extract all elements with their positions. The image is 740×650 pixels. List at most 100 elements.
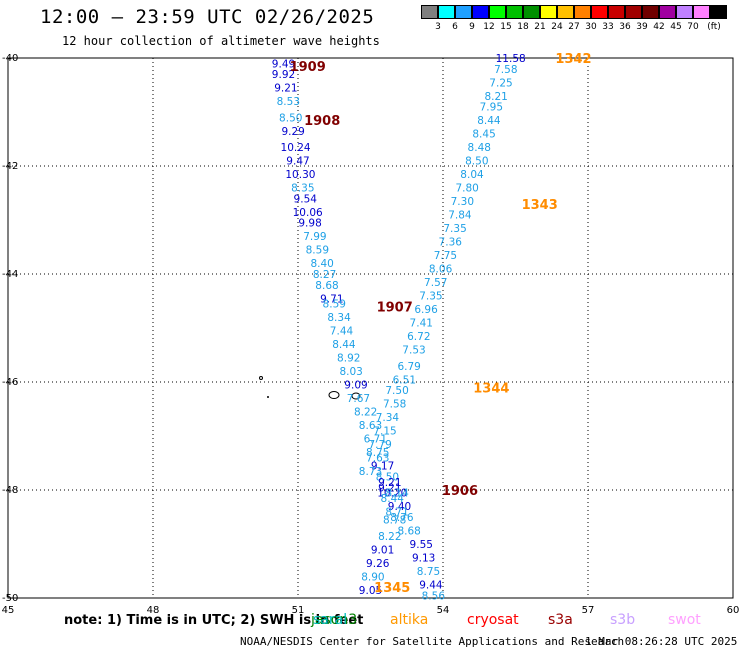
wave-height-point: 7.95 [480, 102, 503, 114]
note-text: note: 1) Time is in UTC; 2) SWH is in fe… [64, 613, 364, 628]
color-swatch [693, 5, 710, 19]
color-scale-tick: 21 [534, 22, 546, 32]
wave-height-point: 8.04 [460, 169, 484, 181]
legend-saral: saral [313, 612, 348, 628]
color-swatch [489, 5, 506, 19]
wave-height-point: 9.92 [272, 69, 295, 81]
wave-height-point: 8.50 [279, 112, 302, 124]
color-scale-tick: 9 [469, 22, 475, 32]
wave-height-point: 6.72 [407, 331, 430, 343]
wave-height-point: 9.17 [371, 461, 394, 473]
wave-height-point: 8.75 [417, 566, 440, 578]
wave-height-point: 7.63 [366, 453, 389, 465]
wave-height-point: 9.71 [320, 293, 343, 305]
wave-height-point: 9.54 [294, 193, 318, 205]
wave-height-point: 9.98 [298, 218, 321, 230]
wave-height-point: 7.67 [347, 393, 370, 405]
wave-height-point: 6.51 [393, 374, 416, 386]
color-swatch [506, 5, 523, 19]
wave-height-point: 8.45 [472, 129, 495, 141]
wave-height-point: 7.58 [383, 399, 406, 411]
wave-height-point: 7.79 [368, 439, 391, 451]
wave-height-point: 9.05 [359, 585, 382, 597]
wave-height-point: 6.96 [414, 304, 438, 316]
color-swatch [438, 5, 455, 19]
track-label: 1344 [473, 381, 509, 396]
y-tick-label: -42 [2, 161, 18, 172]
wave-height-point: 7.15 [373, 426, 396, 438]
wave-height-point: 8.48 [468, 142, 491, 154]
wave-height-point: 8.68 [315, 280, 338, 292]
plot-frame [7, 57, 734, 599]
wave-height-point: 7.30 [451, 196, 474, 208]
color-scale-tick: 45 [670, 22, 682, 32]
legend-swot: swot [668, 612, 701, 628]
wave-height-point: 9.44 [419, 580, 443, 592]
wave-height-point: 10.06 [293, 207, 323, 219]
y-tick-label: -46 [2, 377, 18, 388]
color-scale-tick: (ft) [707, 22, 721, 32]
wave-height-point: 9.21 [274, 83, 297, 95]
wave-height-point: 7.50 [385, 385, 408, 397]
wave-height-point: 9.01 [371, 544, 394, 556]
track-label: 1908 [304, 114, 340, 129]
color-swatch [608, 5, 625, 19]
wave-height-point: 8.22 [354, 407, 377, 419]
y-tick-label: -50 [2, 593, 18, 604]
wave-height-point: 9.40 [388, 501, 411, 513]
color-scale-tick: 36 [619, 22, 631, 32]
wave-height-point: 8.63 [359, 420, 382, 432]
x-tick-label: 51 [292, 605, 305, 616]
island-outline [267, 396, 269, 398]
chart-title: 12:00 – 23:59 UTC 02/26/2025 [40, 6, 375, 28]
wave-height-point: 8.73 [359, 466, 382, 478]
color-swatch [591, 5, 608, 19]
y-tick-label: -44 [2, 269, 18, 280]
wave-height-point: 9.09 [344, 380, 367, 392]
x-tick-label: 60 [727, 605, 740, 616]
wave-height-point: 7.41 [410, 318, 433, 330]
island-outline [328, 391, 340, 399]
legend-jason3: jason3 [311, 612, 358, 628]
wave-height-point: 8.06 [429, 264, 453, 276]
track-label: 1907 [377, 300, 413, 315]
track-label: 1345 [374, 581, 410, 596]
wave-height-point: 7.34 [376, 412, 400, 424]
color-swatch [557, 5, 574, 19]
color-swatch [574, 5, 591, 19]
island-outline [351, 392, 361, 400]
wave-height-point: 8.44 [381, 493, 405, 505]
wave-height-point: 9.47 [286, 156, 309, 168]
wave-height-point: 8.35 [291, 183, 314, 195]
wave-height-point: 8.76 [390, 512, 414, 524]
color-swatch [472, 5, 489, 19]
legend-s3a: s3a [548, 612, 573, 628]
x-tick-label: 54 [437, 605, 450, 616]
wave-height-point: 7.57 [424, 277, 447, 289]
wave-height-point: 8.03 [339, 366, 362, 378]
x-tick-label: 57 [582, 605, 595, 616]
wave-height-point: 8.59 [306, 245, 329, 257]
wave-height-point: 8.59 [323, 299, 346, 311]
wave-height-point: 8.90 [361, 571, 384, 583]
wave-height-point: 9.29 [281, 126, 304, 138]
wave-height-point: 7.80 [455, 183, 478, 195]
wave-height-point: 9.21 [378, 482, 401, 494]
x-tick-label: 45 [2, 605, 15, 616]
footer-timestamp: 1 Mar 08:26:28 UTC 2025 [585, 635, 738, 648]
wave-height-point: 7.44 [330, 326, 354, 338]
wave-height-point: 10.20 [377, 488, 407, 500]
chart-subtitle: 12 hour collection of altimeter wave hei… [62, 34, 380, 48]
wave-height-point: 6.79 [397, 361, 420, 373]
wave-height-point: 8.50 [465, 156, 488, 168]
footer-credit: NOAA/NESDIS Center for Satellite Applica… [240, 635, 625, 648]
color-swatch [421, 5, 438, 19]
wave-height-point: 7.35 [443, 223, 466, 235]
color-scale-tick: 3 [435, 22, 441, 32]
wave-height-point: 7.25 [489, 77, 512, 89]
color-swatch [659, 5, 676, 19]
wave-height-point: 10.30 [285, 169, 315, 181]
wave-height-point: 9.49 [272, 58, 295, 70]
color-scale-tick: 18 [517, 22, 529, 32]
